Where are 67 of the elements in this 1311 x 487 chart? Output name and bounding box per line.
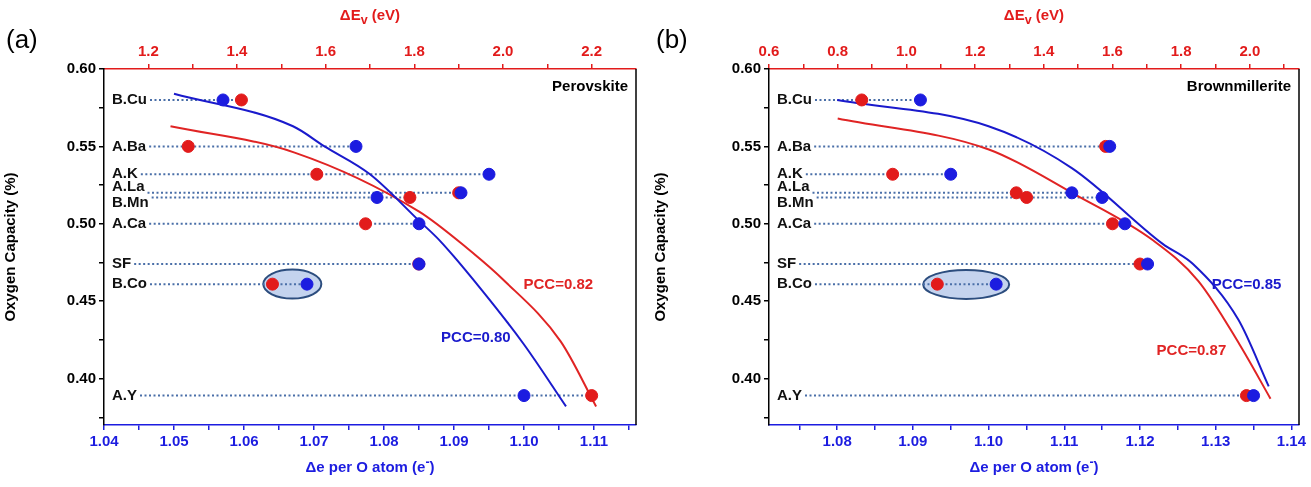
ref-line-label: B.Mn [777,193,814,211]
y-tick-label: 0.60 [731,59,761,77]
x-tick-label: 1.13 [1201,432,1231,450]
x-tick-label: 1.04 [89,432,120,450]
x-tick-label: 1.10 [509,432,539,450]
x2-tick-label: 1.2 [137,42,159,60]
y-tick-label: 0.55 [66,136,96,154]
series-label: PCC=0.82 [523,274,594,292]
ref-line-label: B.Co [777,274,812,292]
y-tick-label: 0.50 [66,213,96,231]
x-tick-label: 1.09 [898,432,928,450]
x-tick-label: 1.07 [299,432,329,450]
ref-line-label: SF [112,254,132,272]
ref-line-label: A.Ca [112,213,147,231]
x-tick-label: 1.05 [159,432,189,450]
series-label: PCC=0.87 [1156,340,1227,358]
x2-tick-label: 1.8 [1170,42,1192,60]
x-axis-title: Δe per O atom (e$^{-}$) [968,455,1100,475]
x-tick-label: 1.12 [1125,432,1155,450]
x2-tick-label: 1.8 [403,42,425,60]
ref-line-label: B.Co [112,274,147,292]
ref-line-label: A.Ba [112,136,147,154]
x-tick-label: 1.14 [1276,432,1307,450]
ref-line-label: A.Ca [777,213,812,231]
ref-line-label: B.Cu [112,90,147,108]
x-tick-label: 1.06 [229,432,259,450]
y-tick-label: 0.40 [66,368,96,386]
x2-tick-label: 2.0 [492,42,514,60]
y-tick-label: 0.40 [731,368,761,386]
x2-tick-label: 1.6 [315,42,337,60]
annotation: Brownmillerite [1186,77,1291,95]
x2-tick-label: 1.2 [964,42,986,60]
ref-line-label: A.Y [777,385,803,403]
x2-tick-label: 2.0 [1239,42,1261,60]
x2-tick-label: 1.0 [895,42,917,60]
ref-line-label: SF [777,254,797,272]
x2-tick-label: 2.2 [581,42,603,60]
ref-line-label: B.Mn [112,193,149,211]
text: (a) [6,24,38,55]
x-tick-label: 1.08 [822,432,852,450]
x-tick-label: 1.10 [973,432,1004,450]
x-tick-label: 1.11 [579,432,609,450]
ref-line-label: A.Y [112,385,138,403]
series-label: PCC=0.85 [1211,274,1282,292]
ref-line-label: A.Ba [777,136,812,154]
annotation: Perovskite [552,77,628,95]
y-tick-label: 0.45 [66,291,96,309]
y-tick-label: 0.60 [66,59,96,77]
x2-tick-label: 0.8 [827,42,849,60]
x-tick-label: 1.11 [1050,432,1079,450]
x-tick-label: 1.09 [439,432,469,450]
x2-tick-label: 1.6 [1102,42,1123,60]
y-axis-title: Oxygen Capacity (%) [1,172,19,322]
y-tick-label: 0.45 [731,291,761,309]
x-tick-label: 1.08 [369,432,399,450]
x2-tick-label: 1.4 [1033,42,1055,60]
x2-tick-label: 0.6 [758,42,780,60]
ref-line-label: B.Cu [777,90,812,108]
x2-tick-label: 1.4 [226,42,249,60]
x2-axis-title: ΔE$_{v}$ (eV) [1002,6,1066,27]
series-label: PCC=0.80 [441,327,511,345]
x-axis-title: Δe per O atom (e$^{-}$) [304,455,436,475]
y-axis-title: Oxygen Capacity (%) [651,172,669,322]
y-tick-label: 0.50 [731,213,761,231]
x2-axis-title: ΔE$_{v}$ (eV) [338,6,402,27]
y-tick-label: 0.55 [731,136,761,154]
text: (b) [656,24,688,55]
